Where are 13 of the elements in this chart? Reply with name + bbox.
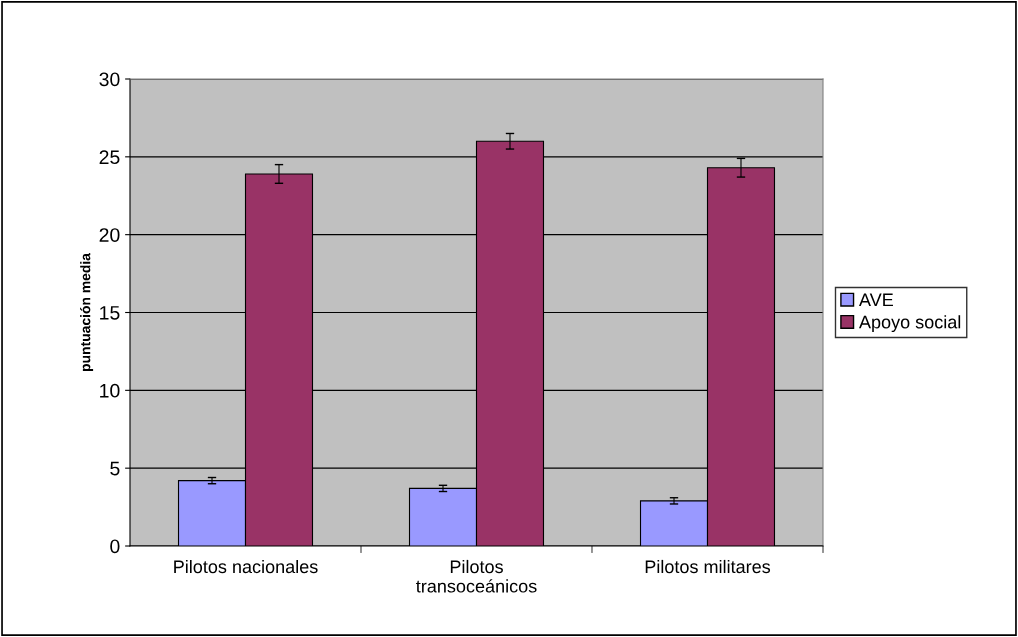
y-tick-label: 0 — [110, 539, 120, 554]
y-tick-label: 5 — [110, 461, 120, 476]
legend-label: AVE — [859, 293, 893, 307]
y-axis-title: puntuación media — [80, 252, 94, 371]
y-tick-label: 10 — [100, 383, 120, 398]
y-tick-label: 25 — [99, 150, 120, 165]
y-tick-label: 30 — [99, 72, 120, 87]
x-tick-label: Pilotos nacionales — [174, 559, 318, 574]
y-tick-label: 20 — [99, 228, 120, 242]
y-tick-label: 15 — [100, 306, 120, 320]
x-tick-label: Pilotos transoceánicos — [416, 559, 537, 593]
legend-label: Apoyo social — [859, 315, 961, 333]
x-tick-label: Pilotos militares — [645, 559, 771, 574]
